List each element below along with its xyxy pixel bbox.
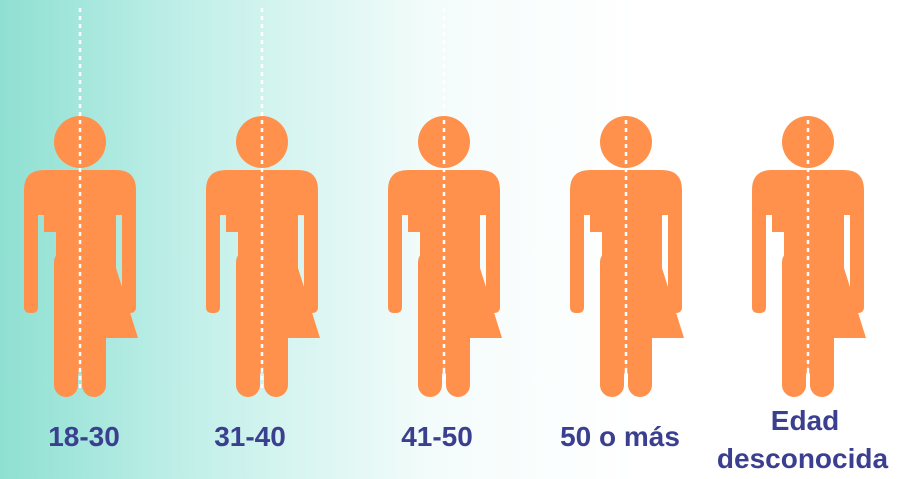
person-figure-2 xyxy=(206,8,320,397)
label-edad: Edad xyxy=(770,405,840,436)
label-41-50: 41-50 xyxy=(401,421,473,452)
person-figure-5 xyxy=(752,8,866,397)
label-desconocida: desconocida xyxy=(716,443,889,474)
person-figure-1 xyxy=(24,8,138,397)
person-figure-4 xyxy=(570,8,684,397)
person-figure-3 xyxy=(388,8,502,397)
label-18-30: 18-30 xyxy=(48,421,120,452)
label-50-o-mas: 50 o más xyxy=(560,421,680,452)
label-31-40: 31-40 xyxy=(214,421,286,452)
